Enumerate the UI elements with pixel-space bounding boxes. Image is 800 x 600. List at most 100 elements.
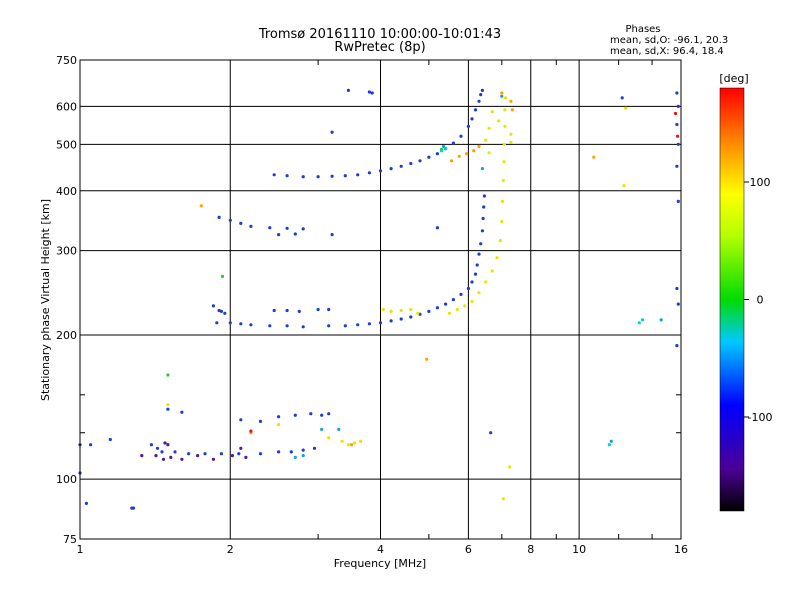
data-point bbox=[509, 132, 513, 136]
data-point bbox=[277, 423, 281, 427]
phase-stats-heading: Phases bbox=[625, 24, 660, 35]
data-point bbox=[249, 323, 253, 327]
data-point bbox=[258, 452, 263, 456]
data-point bbox=[285, 324, 289, 328]
data-point bbox=[620, 96, 624, 100]
data-point bbox=[497, 119, 501, 123]
data-point bbox=[173, 450, 177, 454]
data-point bbox=[490, 269, 494, 273]
data-point bbox=[435, 152, 439, 156]
data-point bbox=[472, 149, 476, 153]
data-point bbox=[203, 452, 207, 456]
chart-subtitle: RwPretec (8p) bbox=[334, 40, 425, 55]
colorbar-tick-label: 0 bbox=[757, 294, 764, 307]
data-point bbox=[409, 161, 413, 166]
data-point bbox=[180, 457, 184, 461]
data-point bbox=[477, 291, 481, 295]
data-point bbox=[277, 450, 281, 454]
data-point bbox=[316, 175, 320, 179]
data-point bbox=[316, 307, 320, 312]
data-point bbox=[482, 205, 486, 209]
data-point bbox=[659, 318, 663, 322]
y-tick-label: 600 bbox=[56, 100, 77, 113]
data-point bbox=[675, 286, 679, 291]
data-point bbox=[228, 218, 232, 222]
x-tick-label: 16 bbox=[674, 543, 688, 556]
data-point bbox=[239, 322, 243, 326]
data-point bbox=[507, 465, 511, 469]
data-point bbox=[199, 204, 203, 208]
data-point bbox=[463, 304, 467, 308]
y-tick-label: 750 bbox=[56, 54, 77, 67]
data-point bbox=[301, 227, 305, 231]
data-point bbox=[427, 155, 431, 159]
y-tick-label: 100 bbox=[56, 473, 77, 486]
data-point bbox=[435, 226, 439, 230]
data-point bbox=[444, 302, 448, 306]
x-axis-ticks: 1 2 4 6 8 10 16 bbox=[77, 60, 688, 556]
data-point bbox=[482, 194, 486, 198]
data-point bbox=[503, 124, 507, 128]
grid-lines bbox=[80, 60, 681, 539]
data-point bbox=[309, 412, 313, 416]
data-point bbox=[169, 455, 173, 459]
data-point bbox=[466, 124, 470, 128]
x-tick-label: 10 bbox=[572, 543, 586, 556]
data-point bbox=[350, 443, 354, 447]
data-point bbox=[470, 280, 474, 284]
data-point bbox=[490, 110, 494, 114]
data-point bbox=[675, 344, 679, 348]
data-point bbox=[622, 184, 626, 188]
data-point bbox=[163, 441, 167, 445]
data-point bbox=[500, 219, 504, 224]
data-point bbox=[676, 302, 680, 306]
data-point bbox=[301, 448, 305, 452]
data-point bbox=[489, 431, 493, 435]
data-point bbox=[330, 130, 334, 134]
data-point bbox=[343, 324, 347, 328]
data-point bbox=[180, 410, 184, 414]
data-point bbox=[425, 357, 429, 361]
data-point bbox=[624, 106, 628, 110]
data-point bbox=[268, 324, 272, 328]
data-point bbox=[470, 117, 474, 121]
data-point bbox=[479, 93, 483, 97]
data-point bbox=[84, 501, 88, 505]
y-axis-ticks: 75 100 200 300 400 500 600 750 bbox=[56, 54, 681, 546]
data-point bbox=[312, 446, 317, 450]
data-point bbox=[500, 91, 504, 95]
data-point bbox=[293, 413, 297, 417]
data-point bbox=[481, 216, 485, 221]
data-point bbox=[399, 308, 403, 313]
data-point bbox=[470, 299, 474, 303]
data-point bbox=[359, 439, 363, 443]
data-point bbox=[166, 407, 170, 411]
data-point bbox=[503, 96, 508, 100]
data-point bbox=[154, 454, 158, 458]
data-point bbox=[346, 88, 350, 92]
data-points bbox=[78, 88, 680, 510]
data-point bbox=[230, 454, 234, 458]
data-point bbox=[327, 436, 331, 440]
data-point bbox=[196, 454, 200, 458]
data-point bbox=[502, 142, 506, 146]
colorbar-tick-label: -100 bbox=[748, 411, 773, 424]
data-point bbox=[330, 174, 334, 178]
phase-stats-o: mean, sd,O: -96.1, 20.3 bbox=[610, 35, 728, 46]
data-point bbox=[293, 455, 297, 459]
data-point bbox=[272, 308, 276, 313]
data-point bbox=[381, 307, 385, 312]
colorbar-label: [deg] bbox=[719, 72, 748, 85]
data-point bbox=[498, 238, 502, 243]
data-point bbox=[389, 309, 393, 313]
data-point bbox=[444, 147, 448, 151]
data-point bbox=[343, 174, 347, 178]
data-point bbox=[239, 221, 243, 225]
data-point bbox=[447, 311, 452, 315]
data-point bbox=[501, 497, 505, 501]
data-point bbox=[676, 142, 680, 146]
data-point bbox=[301, 175, 305, 179]
data-point bbox=[219, 452, 223, 456]
data-point bbox=[409, 315, 413, 319]
